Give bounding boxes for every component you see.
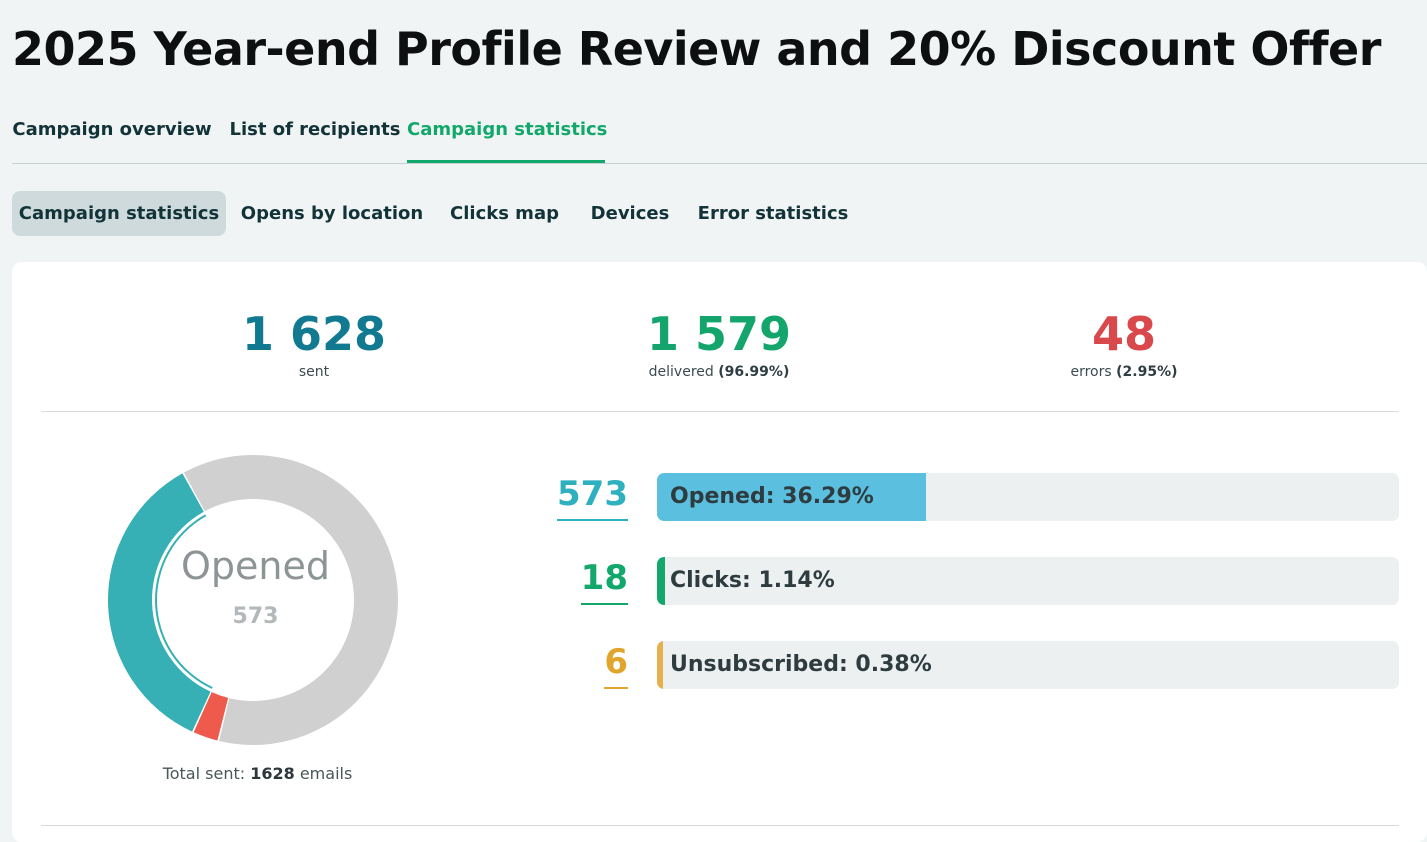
metric-unsubscribed-bar: Unsubscribed: 0.38%: [657, 641, 1399, 689]
donut-segment-errors[interactable]: [193, 692, 229, 741]
donut-center-value: 573: [232, 604, 279, 629]
opened-donut-chart: [104, 451, 402, 749]
kpi-sent-value: 1 628: [241, 307, 387, 361]
kpi-sent: 1 628 sent: [164, 305, 464, 381]
metric-unsubscribed-label: Unsubscribed: 0.38%: [670, 652, 932, 677]
metric-unsubscribed-value[interactable]: 6: [604, 640, 628, 689]
metric-opened-value[interactable]: 573: [557, 472, 628, 521]
tab-list-of-recipients[interactable]: List of recipients: [229, 119, 401, 140]
metric-opened-fill: [657, 473, 926, 521]
subtab-clicks-map[interactable]: Clicks map: [450, 203, 559, 224]
subtab-devices[interactable]: Devices: [590, 203, 670, 224]
total-sent-suffix: emails: [294, 764, 353, 783]
main-tab-bar: Campaign overview List of recipients Cam…: [12, 108, 1427, 164]
divider-bottom: [41, 825, 1399, 826]
donut-svg: [108, 455, 398, 745]
kpi-delivered-label: delivered: [648, 364, 714, 380]
donut-segment-other[interactable]: [183, 455, 398, 745]
metric-clicks-fill: [657, 557, 665, 605]
metric-opened-bar: Opened: 36.29%: [657, 473, 1399, 521]
donut-segment-opened[interactable]: [108, 473, 211, 732]
subtab-opens-by-location[interactable]: Opens by location: [240, 203, 424, 224]
total-sent-caption: Total sent: 1628 emails: [104, 764, 411, 783]
donut-center-label: Opened: [181, 544, 330, 588]
tab-campaign-overview[interactable]: Campaign overview: [12, 119, 212, 140]
kpi-errors-percent: (2.95%): [1116, 364, 1178, 380]
kpi-delivered-percent: (96.99%): [718, 364, 790, 380]
divider-top: [41, 411, 1399, 412]
tab-campaign-statistics[interactable]: Campaign statistics: [407, 108, 607, 163]
metric-unsubscribed-fill: [657, 641, 663, 689]
subtab-campaign-statistics[interactable]: Campaign statistics: [12, 191, 226, 236]
statistics-card: [12, 262, 1427, 842]
metric-clicks-label: Clicks: 1.14%: [670, 568, 835, 593]
metric-clicks-bar: Clicks: 1.14%: [657, 557, 1399, 605]
metric-clicks-value[interactable]: 18: [580, 556, 628, 605]
kpi-sent-label: sent: [298, 364, 330, 380]
total-sent-prefix: Total sent:: [162, 764, 251, 783]
kpi-errors-value: 48: [1091, 307, 1156, 361]
kpi-delivered: 1 579 delivered (96.99%): [569, 305, 869, 381]
kpi-errors: 48 errors (2.95%): [974, 305, 1274, 381]
subtab-error-statistics[interactable]: Error statistics: [697, 203, 849, 224]
kpi-delivered-value: 1 579: [646, 307, 792, 361]
kpi-errors-label: errors: [1070, 364, 1112, 380]
total-sent-value: 1628: [250, 764, 295, 783]
metric-opened-label: Opened: 36.29%: [670, 484, 874, 509]
page-title: 2025 Year-end Profile Review and 20% Dis…: [12, 22, 1381, 76]
